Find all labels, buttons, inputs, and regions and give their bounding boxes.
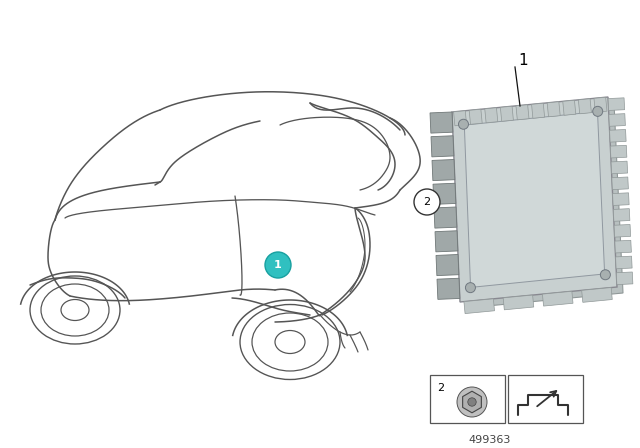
Polygon shape xyxy=(465,112,605,288)
Polygon shape xyxy=(432,159,455,181)
Text: 499363: 499363 xyxy=(469,435,511,445)
Polygon shape xyxy=(463,391,481,413)
Text: 2: 2 xyxy=(424,197,431,207)
Polygon shape xyxy=(430,112,453,133)
Polygon shape xyxy=(434,207,457,228)
Polygon shape xyxy=(452,97,617,302)
Polygon shape xyxy=(503,295,534,310)
Polygon shape xyxy=(516,105,529,120)
Circle shape xyxy=(465,283,476,293)
Polygon shape xyxy=(616,272,633,284)
Polygon shape xyxy=(611,161,628,174)
Polygon shape xyxy=(543,291,573,306)
Circle shape xyxy=(468,398,476,406)
Polygon shape xyxy=(435,231,458,252)
Polygon shape xyxy=(614,224,630,237)
Polygon shape xyxy=(611,145,627,158)
Polygon shape xyxy=(454,111,467,126)
Polygon shape xyxy=(436,254,459,276)
Polygon shape xyxy=(431,136,454,157)
Text: 2: 2 xyxy=(437,383,444,393)
Polygon shape xyxy=(500,106,513,121)
Polygon shape xyxy=(437,278,460,299)
Polygon shape xyxy=(613,209,630,221)
Polygon shape xyxy=(547,102,560,117)
Circle shape xyxy=(457,387,487,417)
Polygon shape xyxy=(458,103,623,308)
Polygon shape xyxy=(612,193,629,206)
Bar xyxy=(508,375,583,423)
Polygon shape xyxy=(608,98,625,111)
Polygon shape xyxy=(612,177,628,190)
Polygon shape xyxy=(609,114,625,126)
Polygon shape xyxy=(484,108,498,123)
Circle shape xyxy=(414,189,440,215)
Polygon shape xyxy=(563,100,576,115)
Circle shape xyxy=(600,270,611,280)
Text: 1: 1 xyxy=(518,52,528,68)
Text: 1: 1 xyxy=(274,260,282,270)
Polygon shape xyxy=(433,183,456,204)
Polygon shape xyxy=(616,256,632,269)
Polygon shape xyxy=(582,288,612,302)
Circle shape xyxy=(593,106,603,116)
Polygon shape xyxy=(579,99,591,114)
Polygon shape xyxy=(594,97,607,112)
Circle shape xyxy=(265,252,291,278)
Polygon shape xyxy=(469,109,482,124)
Polygon shape xyxy=(609,129,626,142)
Polygon shape xyxy=(615,240,632,253)
Polygon shape xyxy=(532,103,545,118)
Polygon shape xyxy=(464,299,495,314)
Circle shape xyxy=(458,119,468,129)
Bar xyxy=(430,375,505,423)
